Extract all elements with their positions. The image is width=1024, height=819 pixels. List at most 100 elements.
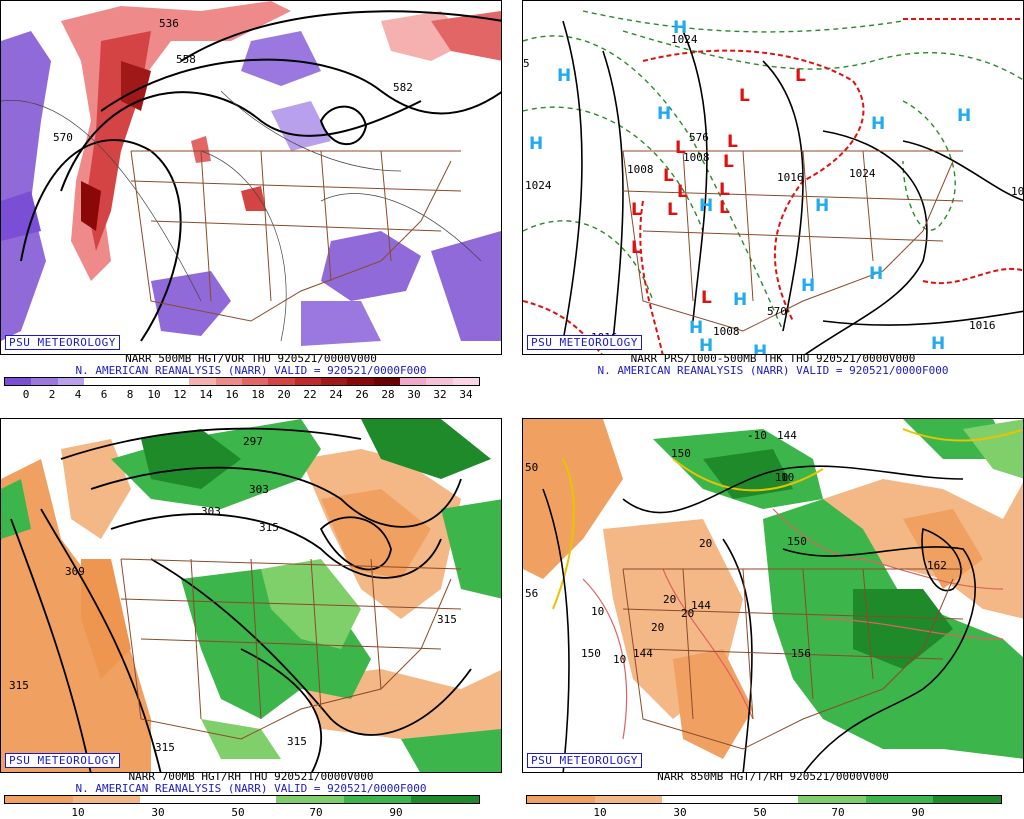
title-line-1: NARR 850MB HGT/T/RH 920521/0000V000 — [657, 770, 889, 783]
svg-text:315: 315 — [287, 735, 307, 748]
svg-text:144: 144 — [777, 429, 797, 442]
svg-text:150: 150 — [581, 647, 601, 660]
pressure-center-markers: H H H H H H H H H H H H H H H L L L L L — [529, 18, 971, 355]
low-pressure-marker: L — [727, 132, 738, 152]
low-pressure-marker: L — [631, 238, 642, 258]
map-surface-graphic: 1024 1024 1008 1008 1016 1024 1008 1016 … — [523, 10, 1024, 355]
low-pressure-marker: L — [677, 182, 688, 202]
low-pressure-marker: L — [675, 138, 686, 158]
svg-text:150: 150 — [787, 535, 807, 548]
panel-500mb-vorticity: 536 558 570 582 PSU METEOROLOGY NARR 500… — [0, 0, 502, 402]
svg-text:582: 582 — [393, 81, 413, 94]
rh-colorbar — [4, 795, 480, 804]
svg-text:303: 303 — [249, 483, 269, 496]
high-pressure-marker: H — [699, 336, 713, 355]
svg-text:1008: 1008 — [713, 325, 740, 338]
low-pressure-marker: L — [663, 166, 674, 186]
contour-labels-surface: 1024 1024 1008 1008 1016 1024 1008 1016 … — [523, 33, 1024, 344]
vorticity-colorbar — [4, 377, 480, 386]
high-pressure-marker: H — [529, 134, 543, 154]
map-850mb-graphic: -10 144 150 10 20 20 20 10 20 10 144 150… — [523, 419, 1023, 772]
high-pressure-marker: H — [869, 264, 883, 284]
svg-text:-10: -10 — [747, 429, 767, 442]
map-700mb-graphic: 297 303 303 315 309 315 315 315 315 — [1, 419, 501, 772]
svg-text:144: 144 — [633, 647, 653, 660]
svg-text:570: 570 — [767, 305, 787, 318]
svg-text:536: 536 — [159, 17, 179, 30]
map-850mb: -10 144 150 10 20 20 20 10 20 10 144 150… — [522, 418, 1024, 773]
svg-text:10: 10 — [613, 653, 626, 666]
contour-labels-700mb: 297 303 303 315 309 315 315 315 315 — [9, 435, 457, 754]
contour-labels-500mb: 536 558 570 582 — [53, 17, 413, 144]
svg-text:576: 576 — [689, 131, 709, 144]
svg-text:20: 20 — [681, 607, 694, 620]
low-pressure-marker: L — [719, 198, 730, 218]
high-pressure-marker: H — [871, 114, 885, 134]
svg-text:303: 303 — [201, 505, 221, 518]
psu-badge: PSU METEOROLOGY — [5, 335, 120, 350]
high-pressure-marker: H — [801, 276, 815, 296]
psu-badge: PSU METEOROLOGY — [5, 753, 120, 768]
svg-text:1008: 1008 — [627, 163, 654, 176]
high-pressure-marker: H — [957, 106, 971, 126]
svg-text:20: 20 — [699, 537, 712, 550]
high-pressure-marker: H — [931, 334, 945, 354]
low-pressure-marker: L — [631, 200, 642, 220]
svg-text:10: 10 — [775, 471, 788, 484]
map-surface: 1024 1024 1008 1008 1016 1024 1008 1016 … — [522, 0, 1024, 355]
svg-text:10: 10 — [591, 605, 604, 618]
low-pressure-marker: L — [701, 288, 712, 308]
low-pressure-marker: L — [739, 86, 750, 106]
panel-850mb-temp-rh: -10 144 150 10 20 20 20 10 20 10 144 150… — [522, 418, 1024, 819]
svg-text:1024: 1024 — [525, 179, 552, 192]
high-pressure-marker: H — [673, 18, 687, 38]
svg-text:1016: 1016 — [777, 171, 804, 184]
panel-700mb-rh: 297 303 303 315 309 315 315 315 315 PSU … — [0, 418, 502, 819]
high-pressure-marker: H — [657, 104, 671, 124]
map-700mb: 297 303 303 315 309 315 315 315 315 PSU … — [0, 418, 502, 773]
psu-badge: PSU METEOROLOGY — [527, 335, 642, 350]
map-500mb-graphic: 536 558 570 582 — [1, 1, 501, 346]
title-line-2: N. AMERICAN REANALYSIS (NARR) VALID = 92… — [75, 782, 427, 795]
svg-text:1024: 1024 — [849, 167, 876, 180]
high-pressure-marker: H — [753, 342, 767, 355]
rh-scale-labels: 10 30 50 70 90 — [593, 806, 925, 819]
panel-surface-pressure-thickness: 1024 1024 1008 1008 1016 1024 1008 1016 … — [522, 0, 1024, 402]
title-line-1: NARR PRS/1000-500MB THK THU 920521/0000V… — [630, 352, 916, 365]
svg-text:1008: 1008 — [683, 151, 710, 164]
low-pressure-marker: L — [719, 180, 730, 200]
svg-text:10: 10 — [781, 471, 794, 484]
svg-text:297: 297 — [243, 435, 263, 448]
svg-text:315: 315 — [9, 679, 29, 692]
psu-badge: PSU METEOROLOGY — [527, 753, 642, 768]
svg-text:156: 156 — [791, 647, 811, 660]
svg-text:150: 150 — [671, 447, 691, 460]
rh-scale-labels: 10 30 50 70 90 — [71, 806, 403, 819]
svg-text:5: 5 — [523, 57, 530, 70]
title-line-1: NARR 500MB HGT/VOR THU 920521/0000V000 — [125, 352, 377, 365]
high-pressure-marker: H — [733, 290, 747, 310]
high-pressure-marker: H — [689, 318, 703, 338]
svg-text:309: 309 — [65, 565, 85, 578]
svg-text:1024: 1024 — [671, 33, 698, 46]
title-line-2: N. AMERICAN REANALYSIS (NARR) VALID = 92… — [597, 364, 949, 377]
contour-labels-850mb: -10 144 150 10 20 20 20 10 20 10 144 150… — [525, 429, 947, 666]
map-500mb: 536 558 570 582 PSU METEOROLOGY — [0, 0, 502, 355]
svg-text:558: 558 — [176, 53, 196, 66]
svg-text:10: 10 — [1011, 185, 1024, 198]
svg-text:1016: 1016 — [969, 319, 996, 332]
svg-text:20: 20 — [651, 621, 664, 634]
svg-text:315: 315 — [437, 613, 457, 626]
svg-text:144: 144 — [691, 599, 711, 612]
high-pressure-marker: H — [815, 196, 829, 216]
title-line-1: NARR 700MB HGT/RH THU 920521/0000V000 — [128, 770, 374, 783]
svg-text:20: 20 — [663, 593, 676, 606]
title-line-2: N. AMERICAN REANALYSIS (NARR) VALID = 92… — [75, 364, 427, 377]
svg-text:570: 570 — [53, 131, 73, 144]
high-pressure-marker: H — [557, 66, 571, 86]
svg-text:315: 315 — [259, 521, 279, 534]
low-pressure-marker: L — [667, 200, 678, 220]
svg-text:162: 162 — [927, 559, 947, 572]
svg-text:56: 56 — [525, 587, 538, 600]
svg-text:50: 50 — [525, 461, 538, 474]
